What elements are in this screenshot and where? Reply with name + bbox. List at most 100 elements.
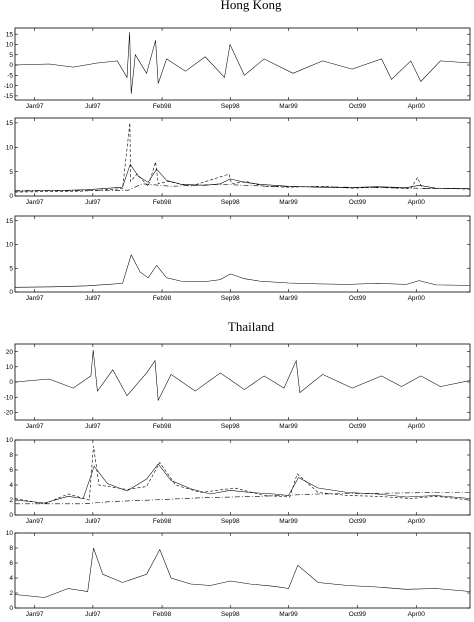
- y-tick-label: 10: [6, 42, 14, 49]
- x-tick-label: Feb98: [153, 103, 172, 110]
- x-tick-label: Jan97: [26, 103, 44, 110]
- y-tick-label: 0: [9, 512, 13, 519]
- series-line-1: [14, 350, 471, 402]
- x-tick-label: Sep98: [221, 103, 240, 110]
- y-tick-label: 5: [9, 265, 13, 272]
- x-tick-label: Mar99: [279, 295, 298, 302]
- y-tick-label: 6: [9, 467, 13, 474]
- x-tick-label: Sep98: [221, 518, 240, 525]
- panel-4: -20 -10 0 10 20 Jan97 Jul97 Feb98 Sep98 Mar99 Oct9…: [4, 343, 471, 430]
- y-tick-label: 15: [6, 120, 14, 127]
- x-tick-label: Oct99: [349, 295, 367, 302]
- y-tick-label: -5: [7, 73, 13, 80]
- x-tick-label: Mar99: [279, 423, 298, 430]
- y-tick-label: -20: [4, 410, 14, 417]
- y-tick-label: 15: [6, 31, 14, 38]
- y-tick-label: 8: [9, 545, 13, 552]
- x-tick-label: Oct99: [349, 103, 367, 110]
- y-tick-label: 0: [9, 62, 13, 69]
- series-line-1: [14, 32, 471, 94]
- x-tick-label: Jul97: [85, 103, 101, 110]
- x-tick-label: Sep98: [221, 611, 240, 618]
- y-tick-label: 6: [9, 560, 13, 567]
- series-line-3: [15, 492, 470, 505]
- x-tick-label: Jan97: [26, 611, 44, 618]
- series-line-3: [15, 183, 471, 191]
- y-tick-label: 10: [6, 530, 14, 537]
- y-tick-label: 10: [6, 242, 14, 249]
- series-line-1: [14, 463, 471, 504]
- series-line-1: [14, 547, 471, 598]
- x-tick-label: Oct99: [349, 423, 367, 430]
- y-tick-label: 4: [9, 482, 13, 489]
- y-tick-label: 0: [9, 379, 13, 386]
- panel-frame: [14, 215, 471, 293]
- series-line-2: [14, 122, 471, 193]
- series-line-1: [14, 163, 471, 192]
- x-tick-label: Jan97: [26, 518, 44, 525]
- y-tick-label: 2: [9, 590, 13, 597]
- y-tick-label: 0: [9, 605, 13, 612]
- x-tick-label: Feb98: [153, 199, 172, 206]
- y-tick-label: 15: [6, 218, 14, 225]
- panel-1: -15 -10 -5 0 5 10 15 Jan97 Jul97 Feb98 Sep98 Mar99 O…: [4, 27, 471, 110]
- y-tick-label: 20: [6, 349, 14, 356]
- panel-frame: [14, 27, 471, 101]
- x-tick-label: Mar99: [279, 611, 298, 618]
- x-tick-label: Oct99: [349, 518, 367, 525]
- y-tick-label: 10: [6, 364, 14, 371]
- x-tick-label: Sep98: [221, 295, 240, 302]
- panel-frame: [14, 117, 471, 197]
- section-title-hong-kong: Hong Kong: [220, 0, 282, 12]
- section-title-thailand: Thailand: [228, 319, 275, 334]
- series-line-2: [14, 445, 471, 505]
- x-tick-label: Apr00: [408, 295, 426, 302]
- panel-2: 0 5 10 15 Jan97 Jul97 Feb98 Sep98 Mar99 Oct99 Apr0…: [6, 117, 471, 206]
- x-tick-label: Apr00: [408, 423, 426, 430]
- x-tick-label: Jan97: [26, 423, 44, 430]
- panel-frame: [14, 439, 471, 516]
- y-tick-label: 10: [6, 437, 14, 444]
- y-tick-label: 5: [9, 52, 13, 59]
- x-tick-label: Apr00: [408, 103, 426, 110]
- x-tick-label: Jul97: [85, 295, 101, 302]
- panel-6: 0 2 4 6 8 10 Jan97 Jul97 Feb98 Sep98 Mar99 Oct99 Apr…: [6, 530, 471, 618]
- x-tick-label: Feb98: [153, 295, 172, 302]
- x-tick-label: Feb98: [153, 518, 172, 525]
- panels-group: -15 -10 -5 0 5 10 15 Jan97 Jul97 Feb98 Sep98 Mar99 O…: [4, 27, 471, 618]
- panel-3: 0 5 10 15 Jan97 Jul97 Feb98 Sep98 Mar99 Oct99 Apr0…: [6, 215, 471, 302]
- x-tick-label: Jul97: [85, 423, 101, 430]
- x-tick-label: Sep98: [221, 199, 240, 206]
- x-tick-label: Apr00: [408, 518, 426, 525]
- series-line-1: [14, 254, 471, 288]
- y-tick-label: 8: [9, 452, 13, 459]
- y-tick-label: 0: [9, 289, 13, 296]
- y-tick-label: 5: [9, 169, 13, 176]
- y-tick-label: -15: [4, 93, 14, 100]
- x-tick-label: Oct99: [349, 611, 367, 618]
- x-tick-label: Mar99: [279, 199, 298, 206]
- y-tick-label: -10: [4, 83, 14, 90]
- x-tick-label: Jan97: [26, 295, 44, 302]
- x-tick-label: Oct99: [349, 199, 367, 206]
- x-tick-label: Apr00: [408, 611, 426, 618]
- x-tick-label: Jul97: [85, 199, 101, 206]
- y-tick-label: 4: [9, 575, 13, 582]
- x-tick-label: Feb98: [153, 423, 172, 430]
- y-tick-label: 0: [9, 193, 13, 200]
- x-tick-label: Mar99: [279, 103, 298, 110]
- x-tick-label: Mar99: [279, 518, 298, 525]
- panel-frame: [14, 532, 471, 609]
- x-tick-label: Feb98: [153, 611, 172, 618]
- panel-frame: [14, 343, 471, 421]
- x-tick-label: Sep98: [221, 423, 240, 430]
- x-tick-label: Jul97: [85, 611, 101, 618]
- x-tick-label: Apr00: [408, 199, 426, 206]
- x-tick-label: Jul97: [85, 518, 101, 525]
- panel-5: 0 2 4 6 8 10 Jan97 Jul97 Feb98 Sep98 Mar99 Oct99 Apr…: [6, 437, 471, 525]
- y-tick-label: -10: [4, 394, 14, 401]
- y-tick-label: 2: [9, 497, 13, 504]
- x-tick-label: Jan97: [26, 199, 44, 206]
- y-tick-label: 10: [6, 144, 14, 151]
